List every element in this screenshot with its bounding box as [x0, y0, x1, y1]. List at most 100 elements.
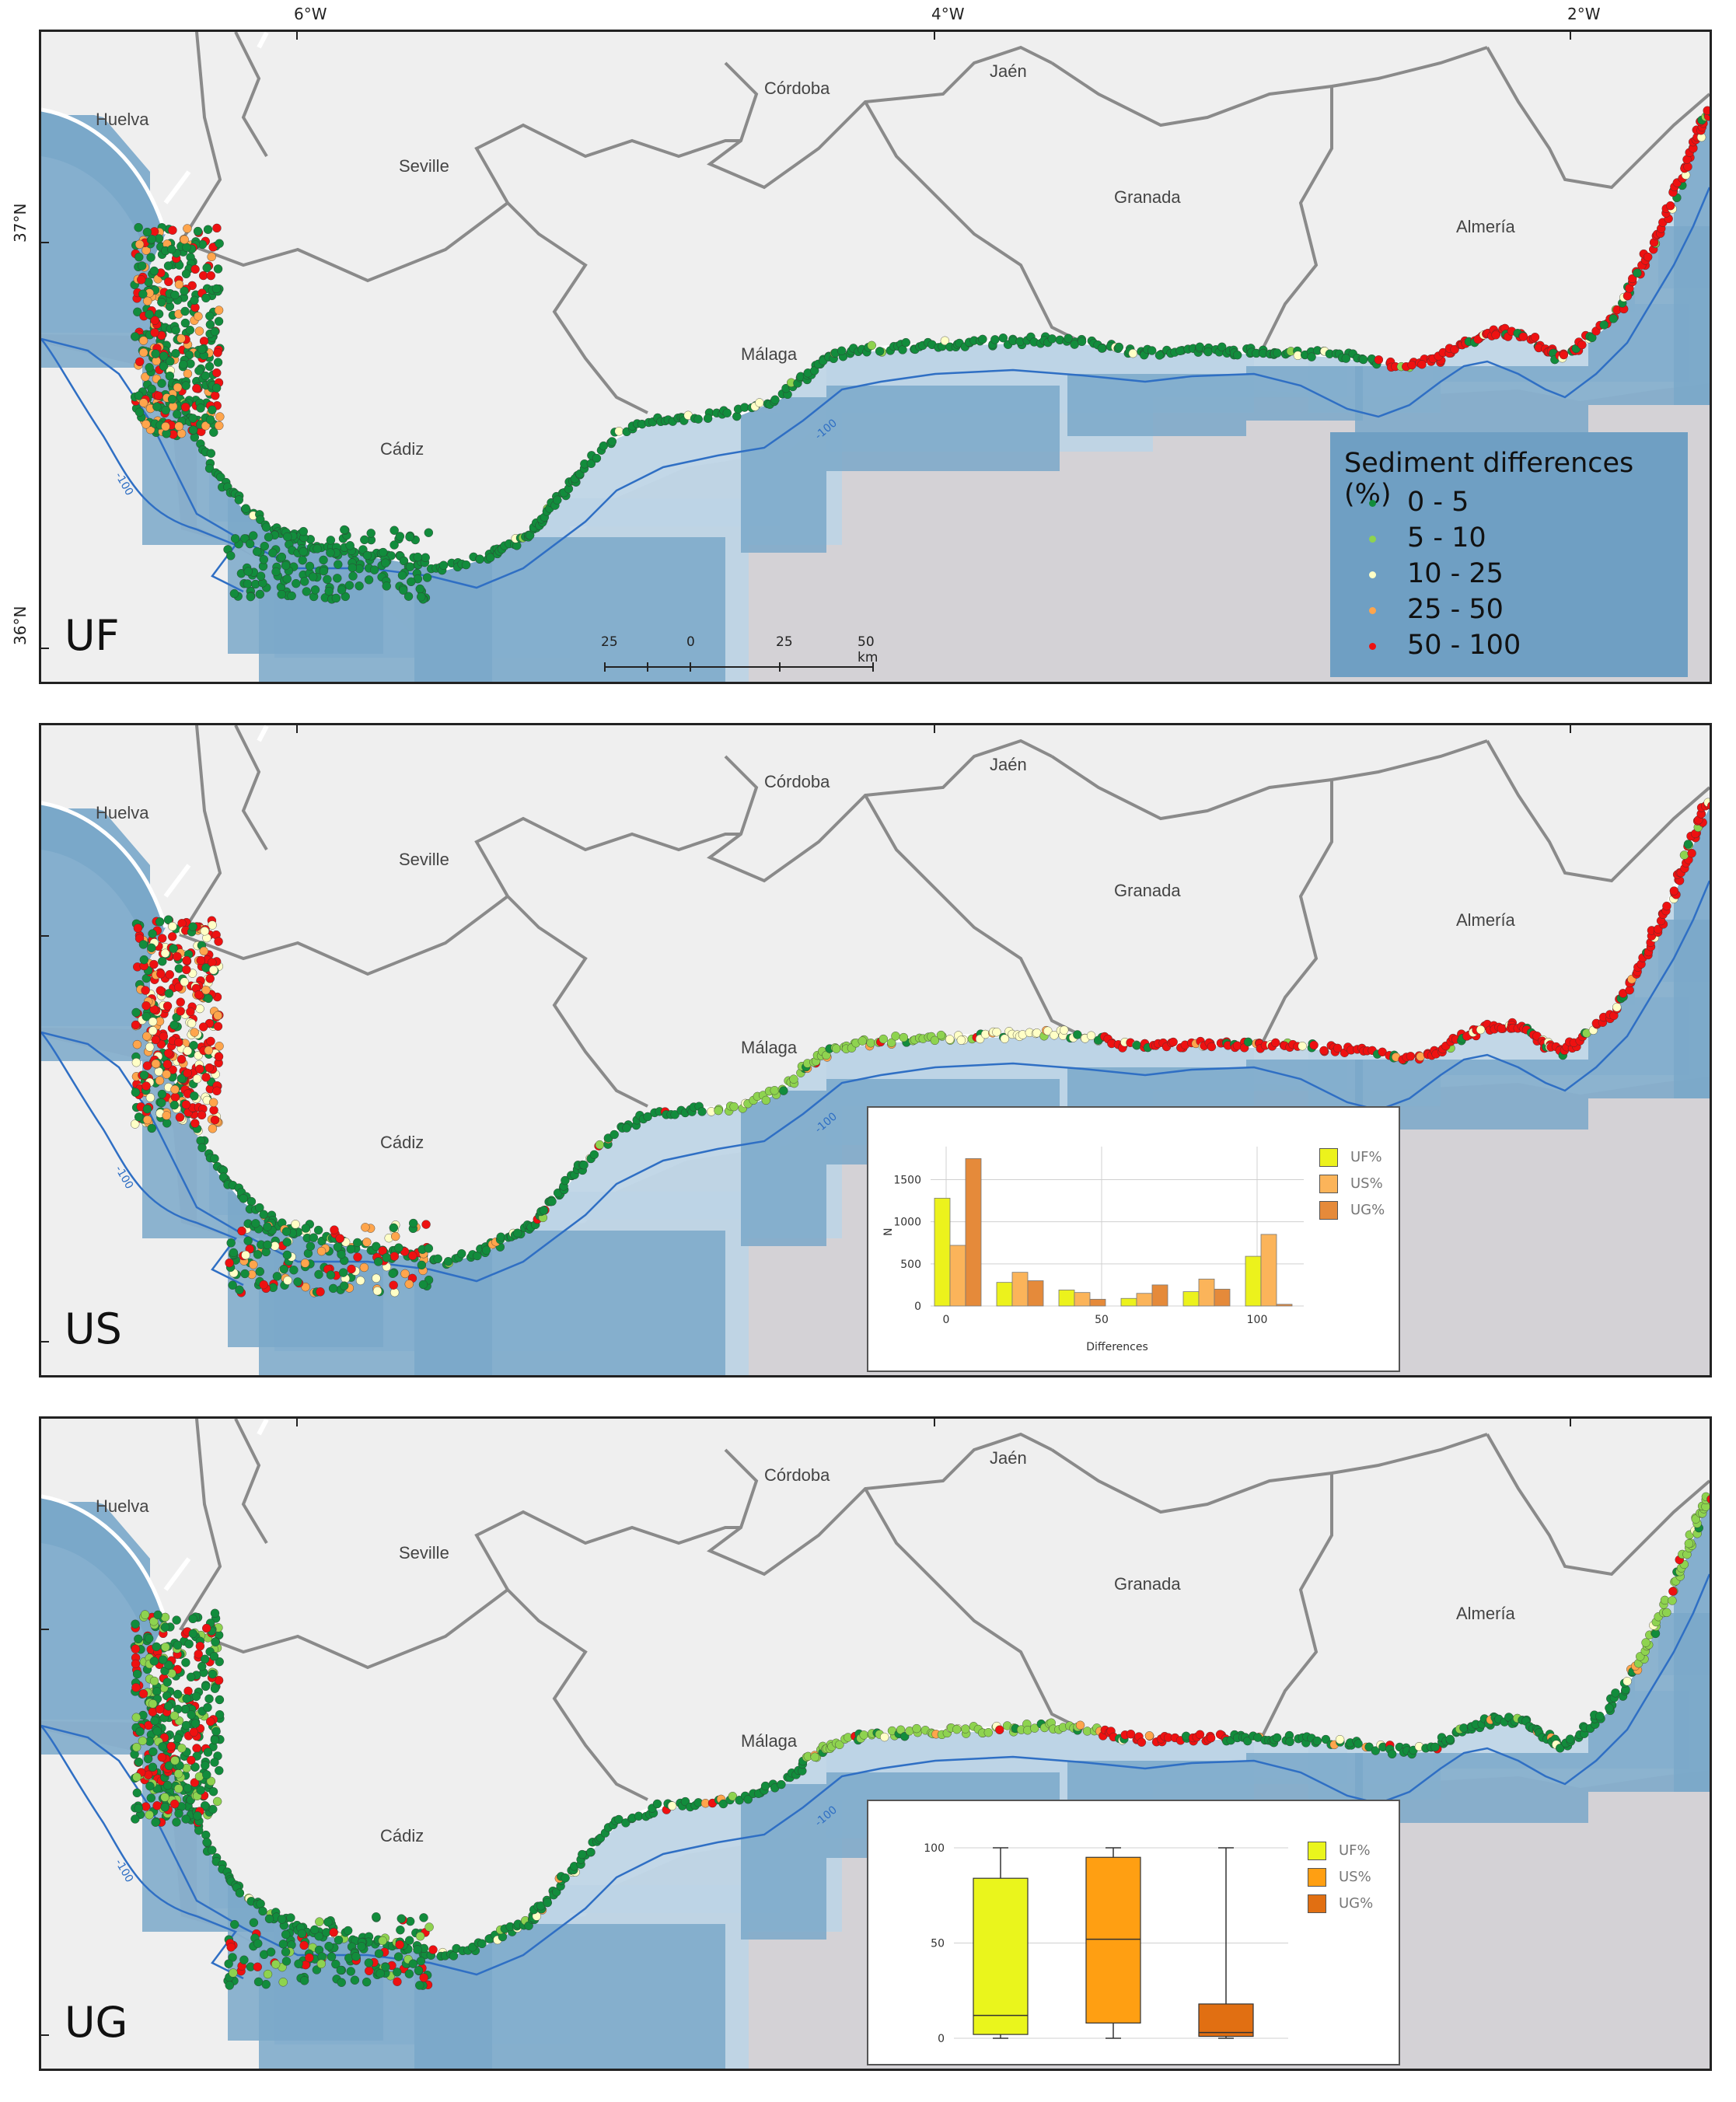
sample-point [1684, 1538, 1694, 1549]
sample-point [174, 964, 184, 973]
sample-point [168, 225, 177, 235]
sample-point [184, 1639, 194, 1649]
sample-point [364, 1958, 374, 1968]
sample-point [1622, 1677, 1632, 1686]
legend-dot-icon [1369, 535, 1376, 543]
sample-point [210, 1154, 219, 1164]
province-border [1260, 86, 1333, 351]
sample-point [212, 223, 222, 233]
sample-point [1417, 360, 1427, 369]
sample-point [261, 522, 271, 532]
place-label: Huelva [96, 1496, 149, 1516]
sample-point [208, 920, 217, 930]
sample-point [179, 360, 188, 369]
sample-point [348, 571, 358, 581]
place-label: Córdoba [764, 772, 830, 791]
sample-point [399, 556, 409, 566]
axis-tick [1570, 725, 1571, 733]
axis-tick [41, 1341, 49, 1343]
sample-point [208, 405, 217, 414]
sample-point [335, 1234, 344, 1243]
sample-point [134, 1112, 144, 1122]
y-tick-label: 1000 [893, 1217, 921, 1229]
sample-point [1530, 333, 1540, 342]
sample-point [309, 1233, 319, 1242]
sample-point [622, 1123, 631, 1133]
sample-point [512, 1228, 522, 1238]
y-tick-label: 0 [914, 1301, 921, 1313]
sample-point [135, 357, 145, 367]
sample-point [1047, 334, 1057, 344]
sample-point [228, 1280, 237, 1290]
sample-point [945, 1035, 955, 1044]
sample-point [282, 574, 292, 584]
sample-point [389, 540, 399, 550]
sample-point [196, 955, 205, 965]
sample-point [1132, 1041, 1141, 1050]
sample-point [413, 1945, 422, 1954]
sample-point [166, 357, 175, 366]
sample-point [408, 1251, 417, 1260]
place-label: Jaén [990, 1448, 1027, 1468]
river-guadalquivir [163, 1419, 269, 1591]
sample-point [355, 1276, 365, 1286]
sample-point [779, 1086, 788, 1095]
sample-point [667, 1801, 677, 1810]
sample-point [131, 1058, 141, 1067]
sample-point [203, 1702, 212, 1713]
sample-point [305, 1953, 314, 1963]
sample-point [334, 1936, 344, 1945]
sample-point [301, 1224, 311, 1233]
sample-point [366, 529, 375, 538]
sample-point [289, 1266, 299, 1275]
sample-point [287, 591, 296, 601]
sample-point [207, 252, 216, 262]
sample-point [152, 402, 162, 411]
sample-point [131, 1659, 141, 1669]
sample-point [281, 560, 291, 571]
sample-point [132, 1039, 142, 1049]
sample-point [389, 1223, 399, 1233]
sample-point [190, 1028, 199, 1037]
province-border [234, 1419, 268, 1545]
sample-point [204, 463, 215, 473]
sample-point [172, 1817, 181, 1827]
axis-tick [41, 1629, 49, 1630]
sample-point [391, 1231, 400, 1241]
sample-point [277, 1915, 287, 1924]
sample-point [298, 555, 307, 565]
sample-point [202, 1623, 211, 1633]
box-body [1198, 2003, 1254, 2037]
sample-point [180, 977, 189, 986]
sample-point [1668, 1596, 1677, 1605]
sample-point [912, 1723, 921, 1734]
sample-point [652, 1799, 662, 1809]
place-label: Almería [1456, 1604, 1515, 1623]
sample-point [215, 239, 224, 248]
place-label: Cádiz [380, 1826, 424, 1845]
sample-point [353, 1238, 362, 1248]
legend-item: 0 - 5 [1369, 487, 1469, 518]
sample-point [998, 333, 1008, 343]
sample-point [457, 1249, 466, 1259]
sample-point [875, 347, 885, 356]
sample-point [403, 592, 414, 601]
sample-point [1312, 1736, 1322, 1746]
sample-point [1706, 1495, 1710, 1503]
sample-point [361, 1223, 370, 1232]
sample-point [182, 955, 191, 965]
sample-point [266, 1947, 276, 1957]
sample-point [143, 296, 152, 306]
inset-legend-item: UG% [1308, 1894, 1373, 1913]
inset-legend-item: US% [1319, 1175, 1383, 1193]
histogram-bar [1120, 1297, 1137, 1307]
sample-point [337, 1249, 346, 1259]
sample-point [259, 1280, 268, 1290]
sample-point [145, 1042, 155, 1052]
sample-point [253, 1977, 264, 1987]
sample-point [134, 391, 144, 400]
sample-point [210, 1608, 220, 1618]
place-label: Córdoba [764, 79, 830, 98]
sample-point [481, 1245, 491, 1255]
sample-point [1064, 333, 1073, 343]
